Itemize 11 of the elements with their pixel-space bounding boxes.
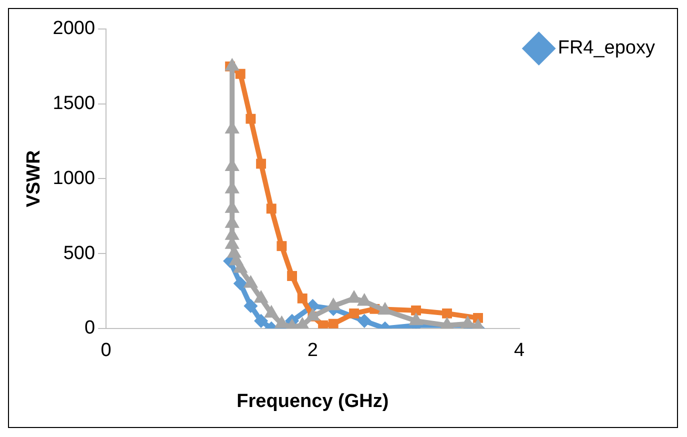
x-tick-label: 4 bbox=[514, 340, 526, 362]
y-tick-label: 2000 bbox=[52, 18, 96, 40]
y-tick-label: 1000 bbox=[52, 168, 96, 189]
legend-label: FR4_epoxy bbox=[558, 38, 656, 59]
x-axis-title: Frequency (GHz) bbox=[236, 390, 389, 412]
x-tick-label: 0 bbox=[100, 340, 112, 362]
y-axis-title: VSWR bbox=[24, 150, 45, 208]
y-tick-label: 1500 bbox=[52, 93, 96, 114]
y-tick-label: 0 bbox=[84, 318, 96, 339]
x-tick-label: 2 bbox=[307, 340, 318, 362]
y-tick-label: 500 bbox=[63, 242, 96, 264]
